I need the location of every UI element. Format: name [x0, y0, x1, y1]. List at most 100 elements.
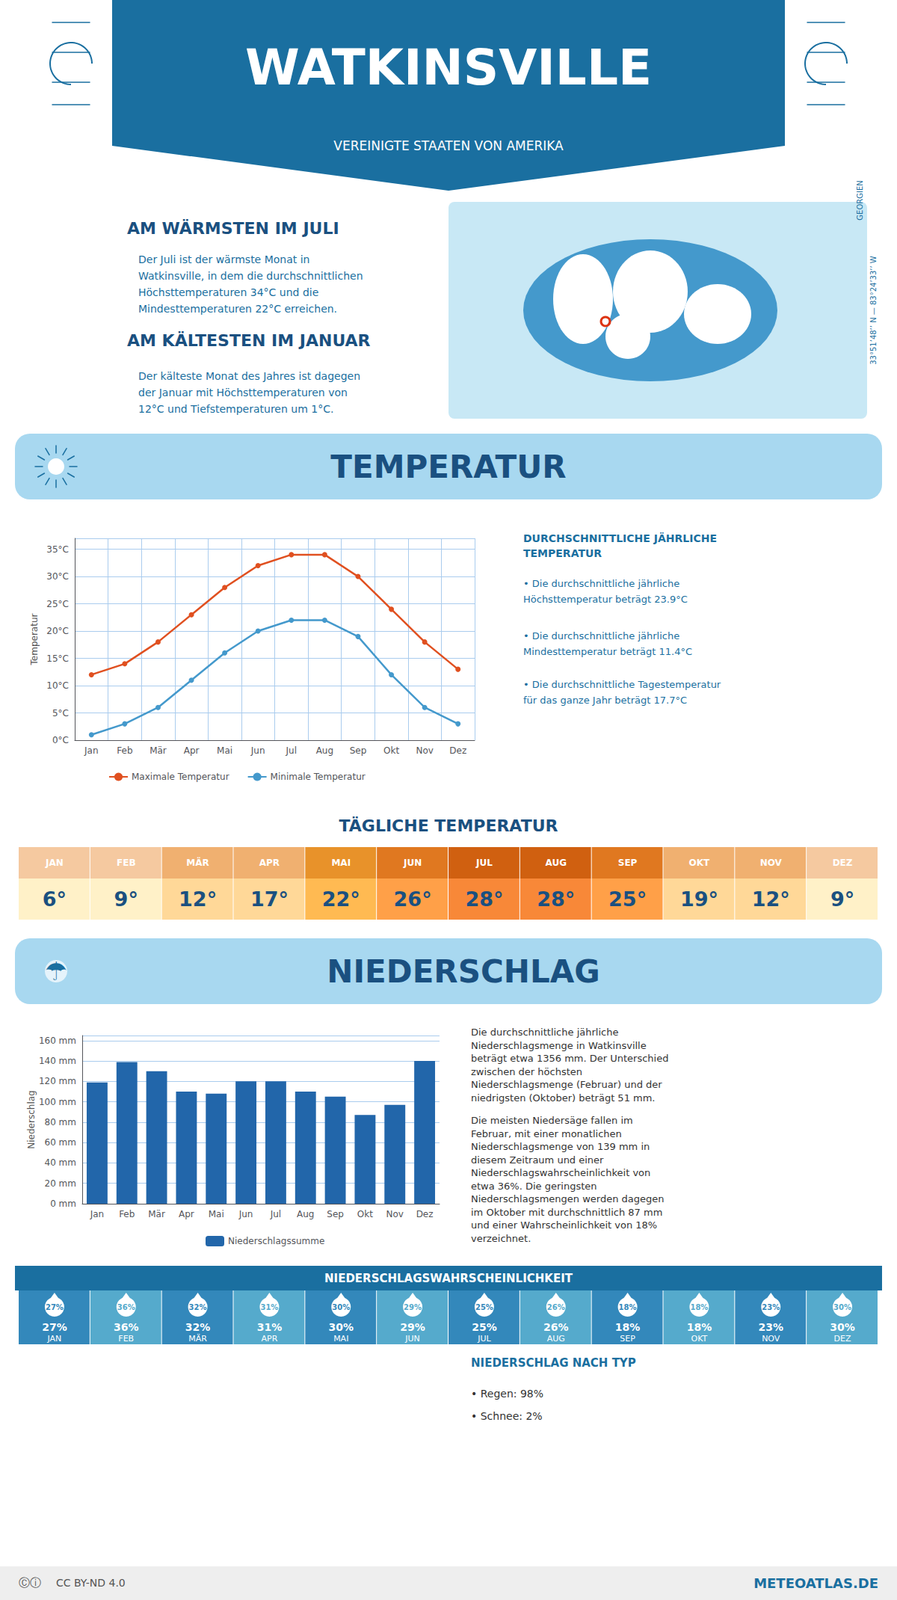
svg-text:23%: 23%	[761, 1302, 780, 1312]
svg-text:SEP: SEP	[619, 1333, 636, 1344]
svg-text:15°C: 15°C	[46, 653, 69, 664]
svg-text:0°C: 0°C	[52, 734, 69, 746]
svg-text:VEREINIGTE STAATEN VON AMERIKA: VEREINIGTE STAATEN VON AMERIKA	[333, 138, 564, 154]
svg-text:SEP: SEP	[618, 857, 638, 868]
svg-text:19°: 19°	[680, 887, 719, 911]
svg-text:Februar, mit einer monatlichen: Februar, mit einer monatlichen	[470, 1127, 622, 1140]
svg-text:120 mm: 120 mm	[38, 1075, 77, 1087]
svg-text:12°: 12°	[178, 887, 217, 911]
svg-text:NIEDERSCHLAG: NIEDERSCHLAG	[326, 953, 600, 990]
svg-text:zwischen der höchsten: zwischen der höchsten	[470, 1065, 583, 1078]
svg-text:Jan: Jan	[89, 1208, 105, 1220]
svg-text:im Oktober mit durchschnittlic: im Oktober mit durchschnittlich 87 mm	[470, 1206, 663, 1218]
svg-text:40 mm: 40 mm	[44, 1157, 77, 1168]
svg-text:28°: 28°	[464, 887, 504, 911]
svg-text:Mai: Mai	[208, 1208, 225, 1220]
svg-text:Jun: Jun	[238, 1208, 254, 1220]
svg-text:Höchsttemperatur beträgt 23.9°: Höchsttemperatur beträgt 23.9°C	[523, 593, 688, 605]
svg-text:9°: 9°	[114, 887, 139, 911]
svg-text:Die durchschnittliche jährlich: Die durchschnittliche jährliche	[470, 1026, 619, 1038]
svg-text:Temperatur: Temperatur	[29, 612, 40, 666]
svg-text:Dez: Dez	[449, 745, 467, 756]
svg-text:Aug: Aug	[316, 745, 334, 756]
svg-text:DURCHSCHNITTLICHE JÄHRLICHE: DURCHSCHNITTLICHE JÄHRLICHE	[523, 532, 717, 545]
svg-text:29%: 29%	[399, 1320, 426, 1333]
svg-text:Okt: Okt	[383, 745, 400, 756]
svg-text:Niederschlagswahrscheinlichkei: Niederschlagswahrscheinlichkeit von	[470, 1166, 651, 1179]
svg-text:100 mm: 100 mm	[38, 1096, 77, 1108]
svg-text:30%: 30%	[833, 1302, 852, 1312]
svg-text:AUG: AUG	[547, 1333, 566, 1344]
svg-text:30%: 30%	[829, 1320, 856, 1333]
svg-text:33°51’48’’ N — 83°24’33’’ W: 33°51’48’’ N — 83°24’33’’ W	[869, 255, 878, 365]
svg-text:80 mm: 80 mm	[44, 1116, 77, 1128]
svg-text:30%: 30%	[331, 1302, 350, 1312]
svg-text:APR: APR	[261, 1333, 279, 1344]
svg-text:Mindesttemperaturen 22°C errei: Mindesttemperaturen 22°C erreichen.	[138, 302, 338, 315]
svg-text:Mär: Mär	[149, 745, 167, 756]
svg-text:Jul: Jul	[269, 1208, 282, 1220]
svg-text:CC BY-ND 4.0: CC BY-ND 4.0	[56, 1576, 126, 1589]
svg-text:JUL: JUL	[475, 857, 493, 868]
svg-text:20 mm: 20 mm	[44, 1178, 77, 1189]
svg-text:17°: 17°	[250, 887, 289, 911]
svg-text:Apr: Apr	[183, 745, 200, 756]
svg-text:DEZ: DEZ	[832, 857, 853, 868]
svg-text:Jun: Jun	[250, 745, 266, 756]
svg-text:AM KÄLTESTEN IM JANUAR: AM KÄLTESTEN IM JANUAR	[127, 331, 371, 350]
svg-text:18%: 18%	[686, 1320, 713, 1333]
svg-text:Sep: Sep	[349, 745, 368, 756]
svg-text:JUN: JUN	[402, 857, 422, 868]
svg-text:JAN: JAN	[47, 1333, 63, 1344]
svg-text:JUL: JUL	[476, 1333, 492, 1344]
svg-text:MÄR: MÄR	[188, 1333, 208, 1344]
svg-text:Nov: Nov	[415, 745, 433, 756]
svg-text:Jul: Jul	[285, 745, 297, 756]
svg-text:140 mm: 140 mm	[38, 1055, 77, 1066]
svg-text:30%: 30%	[328, 1320, 354, 1333]
svg-text:JUN: JUN	[404, 1333, 421, 1344]
svg-text:27%: 27%	[41, 1320, 68, 1333]
svg-text:MAI: MAI	[331, 857, 351, 868]
svg-text:Apr: Apr	[178, 1208, 195, 1220]
svg-text:• Die durchschnittliche jährli: • Die durchschnittliche jährliche	[523, 577, 680, 590]
svg-text:und einer Wahrscheinlichkeit v: und einer Wahrscheinlichkeit von 18%	[470, 1219, 658, 1231]
svg-text:Feb: Feb	[118, 1208, 135, 1220]
svg-text:160 mm: 160 mm	[38, 1035, 77, 1046]
svg-text:26%: 26%	[543, 1320, 569, 1333]
svg-text:etwa 36%. Die geringsten: etwa 36%. Die geringsten	[470, 1180, 598, 1192]
svg-text:35°C: 35°C	[46, 544, 69, 555]
svg-text:25%: 25%	[475, 1302, 494, 1312]
svg-text:DEZ: DEZ	[834, 1333, 852, 1344]
svg-text:Ⓒⓘ: Ⓒⓘ	[18, 1575, 42, 1590]
svg-text:30°C: 30°C	[46, 571, 69, 582]
svg-text:• Regen: 98%: • Regen: 98%	[470, 1387, 544, 1400]
svg-text:9°: 9°	[830, 887, 855, 911]
svg-text:20°C: 20°C	[46, 625, 69, 637]
svg-text:Niederschlag: Niederschlag	[26, 1089, 37, 1149]
svg-text:27%: 27%	[45, 1302, 64, 1312]
svg-text:beträgt etwa 1356 mm. Der Unte: beträgt etwa 1356 mm. Der Unterschied	[470, 1052, 669, 1064]
svg-text:Höchsttemperaturen 34°C und di: Höchsttemperaturen 34°C und die	[138, 286, 319, 299]
svg-text:Sep: Sep	[326, 1208, 344, 1220]
svg-text:der Januar mit Höchsttemperatu: der Januar mit Höchsttemperaturen von	[138, 386, 348, 399]
svg-text:NIEDERSCHLAG NACH TYP: NIEDERSCHLAG NACH TYP	[470, 1355, 637, 1370]
svg-text:Okt: Okt	[357, 1208, 374, 1220]
svg-text:Der kälteste Monat des Jahres: Der kälteste Monat des Jahres ist dagege…	[138, 370, 361, 382]
svg-text:Mindesttemperatur beträgt 11.4: Mindesttemperatur beträgt 11.4°C	[523, 645, 693, 658]
svg-text:für das ganze Jahr beträgt 17.: für das ganze Jahr beträgt 17.7°C	[523, 694, 687, 706]
svg-text:36%: 36%	[113, 1320, 140, 1333]
svg-text:• Die durchschnittliche jährli: • Die durchschnittliche jährliche	[523, 630, 680, 642]
svg-text:Minimale Temperatur: Minimale Temperatur	[270, 771, 366, 782]
svg-text:Niederschlagssumme: Niederschlagssumme	[227, 1235, 325, 1247]
svg-text:OKT: OKT	[691, 1333, 708, 1344]
svg-text:Mai: Mai	[216, 745, 233, 756]
svg-text:31%: 31%	[260, 1302, 279, 1312]
svg-text:NIEDERSCHLAGSWAHRSCHEINLICHKEI: NIEDERSCHLAGSWAHRSCHEINLICHKEIT	[324, 1271, 574, 1285]
svg-text:APR: APR	[259, 857, 280, 868]
svg-text:Watkinsville, in dem die durch: Watkinsville, in dem die durchschnittlic…	[138, 269, 364, 282]
svg-text:TEMPERATUR: TEMPERATUR	[523, 547, 602, 560]
svg-text:Nov: Nov	[386, 1208, 404, 1220]
svg-text:diesem Zeitraum und einer: diesem Zeitraum und einer	[470, 1154, 604, 1166]
svg-text:TEMPERATUR: TEMPERATUR	[330, 448, 566, 486]
